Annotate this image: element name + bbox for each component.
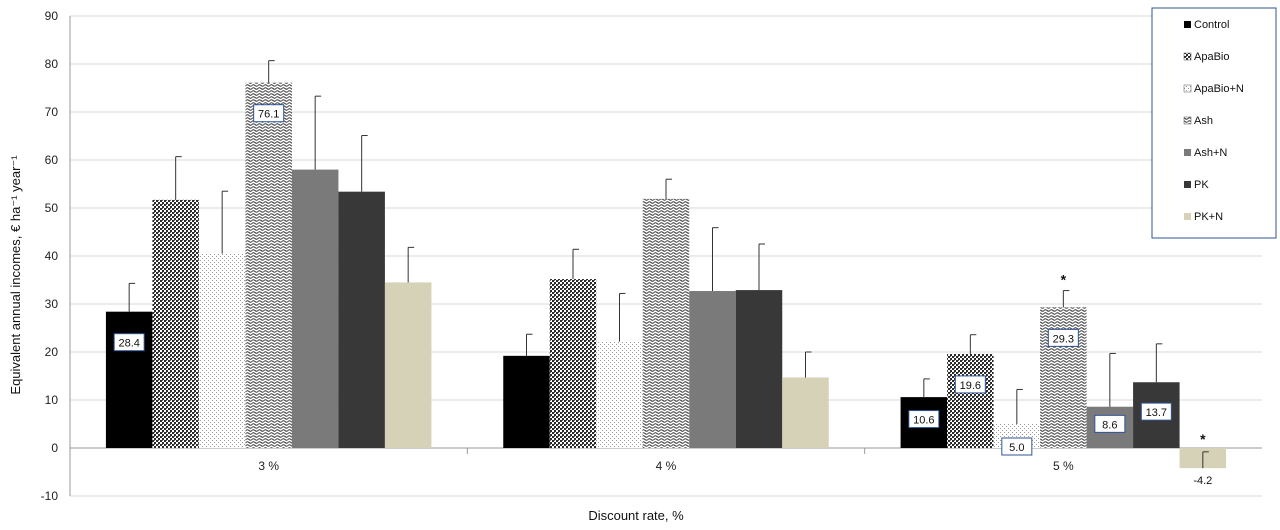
bar [105,311,153,448]
x-axis-title: Discount rate, % [588,508,684,523]
bar [549,279,597,448]
bars [105,82,1227,469]
data-label: 76.1 [258,109,279,121]
y-tick-label: 90 [45,9,59,23]
bar [1040,307,1087,448]
y-tick-label: 20 [45,345,59,359]
data-label: 28.4 [118,338,139,350]
legend-swatch [1184,21,1191,28]
legend-box [1151,7,1277,239]
y-tick-label: 50 [45,201,59,215]
data-label: 29.3 [1053,333,1074,345]
x-tick-label: 3 % [258,459,279,473]
y-axis-title: Equivalent annual incomes, € ha⁻¹ year⁻¹ [8,155,23,395]
legend-swatch [1184,213,1191,220]
data-label-box [1001,437,1033,456]
legend-label: PK+N [1194,211,1223,223]
bar [689,291,736,448]
legend: Control ApaBio ApaBio+N Ash Ash+N PK PK+N [1151,7,1277,239]
data-label-box [1047,328,1079,347]
y-tick-label: 30 [45,297,59,311]
significance-star: * [1061,272,1067,288]
y-tick-label: -10 [41,489,59,503]
legend-label: PK [1194,179,1209,191]
legend-label: Ash [1194,115,1213,127]
data-label: 8.6 [1102,419,1117,431]
legend-swatch [1183,116,1192,125]
data-label-box [1094,414,1126,433]
significance-star: * [1200,431,1206,447]
legend-swatch [1183,52,1192,61]
bar [198,253,246,448]
data-label-box [1140,402,1172,421]
axes: -10 0 10 20 30 40 50 60 70 80 90 3 % 4 % 5 % [41,9,1074,503]
y-tick-label: 10 [45,393,59,407]
legend-label: ApaBio+N [1194,83,1244,95]
data-label-box [954,375,986,394]
data-label-box [908,410,940,429]
legend-swatch [1183,84,1192,93]
legend-label: Ash+N [1194,147,1227,159]
bar [291,169,339,448]
y-tick-label: 70 [45,105,59,119]
data-label-box [253,104,285,123]
x-tick-label: 4 % [656,459,677,473]
bar [782,377,829,448]
y-tick-label: 0 [51,441,58,455]
data-labels: 28.4 10.6 19.6 5.0 76.1 29.3 * 8.6 13.7 -4.2 * [113,104,1212,487]
data-label: 10.6 [913,415,934,427]
data-label-box [113,333,145,352]
data-label: -4.2 [1193,475,1212,487]
y-tick-label: 80 [45,57,59,71]
legend-swatch [1184,181,1191,188]
y-tick-label: 60 [45,153,59,167]
bar [735,290,783,448]
y-tick-label: 40 [45,249,59,263]
data-label: 13.7 [1146,407,1167,419]
x-tick-label: 5 % [1053,459,1074,473]
bar [152,199,199,448]
data-label: 5.0 [1009,442,1024,454]
bar [503,355,550,448]
error-bars [128,60,1209,469]
legend-label: Control [1194,19,1229,31]
bar [642,198,690,448]
bar [245,82,292,448]
bar [338,191,385,448]
bar [947,353,994,448]
bar [384,282,432,448]
data-label: 19.6 [960,380,981,392]
legend-label: ApaBio [1194,51,1229,63]
bar [596,341,643,448]
legend-swatch [1184,149,1191,156]
